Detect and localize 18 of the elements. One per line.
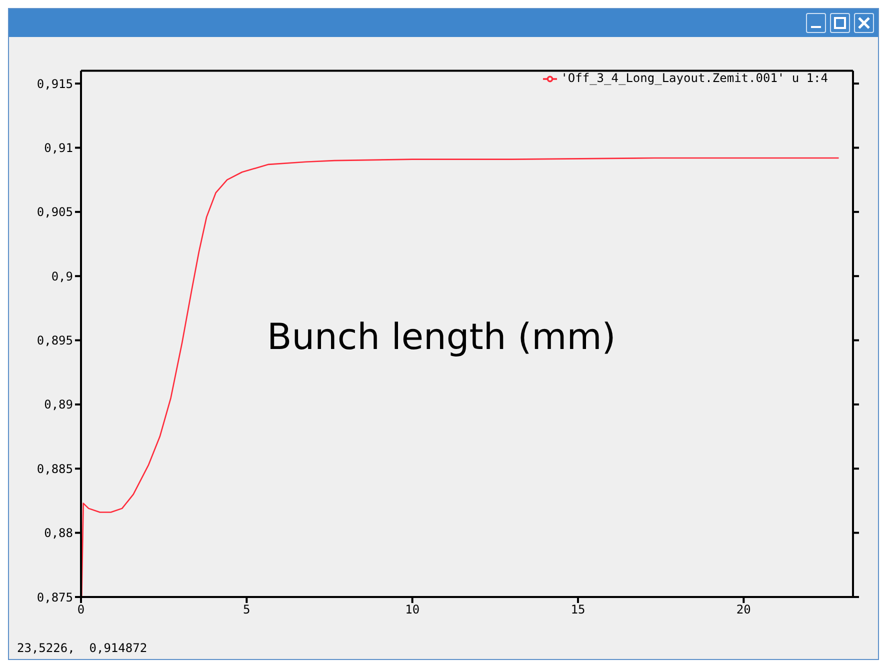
y-tick-label: 0,9 (51, 269, 73, 284)
y-tick-label: 0,91 (44, 140, 73, 155)
line-series (81, 157, 840, 597)
y-tick-label: 0,895 (36, 334, 73, 348)
y-tick-label: 0,885 (36, 462, 73, 476)
y-tick-label: 0,915 (36, 76, 73, 91)
y-tick-label: 0,89 (44, 398, 73, 412)
y-tick-label: 0,905 (36, 205, 73, 220)
x-tick-label: 10 (405, 602, 420, 617)
x-tick-label: 0 (77, 602, 85, 617)
text: 23,5226, 0,914872 (17, 641, 148, 655)
annotation: Bunch length (mm) (267, 317, 616, 358)
x-tick-label: 15 (570, 602, 586, 617)
legend-label: 'Off_3_4_Long_Layout.Zemit.001' u 1:4 (560, 71, 828, 85)
y-tick-label: 0,88 (44, 526, 73, 540)
y-tick-label: 0,875 (36, 590, 73, 604)
x-tick-label: 20 (736, 602, 751, 617)
x-tick-label: 5 (243, 602, 250, 617)
